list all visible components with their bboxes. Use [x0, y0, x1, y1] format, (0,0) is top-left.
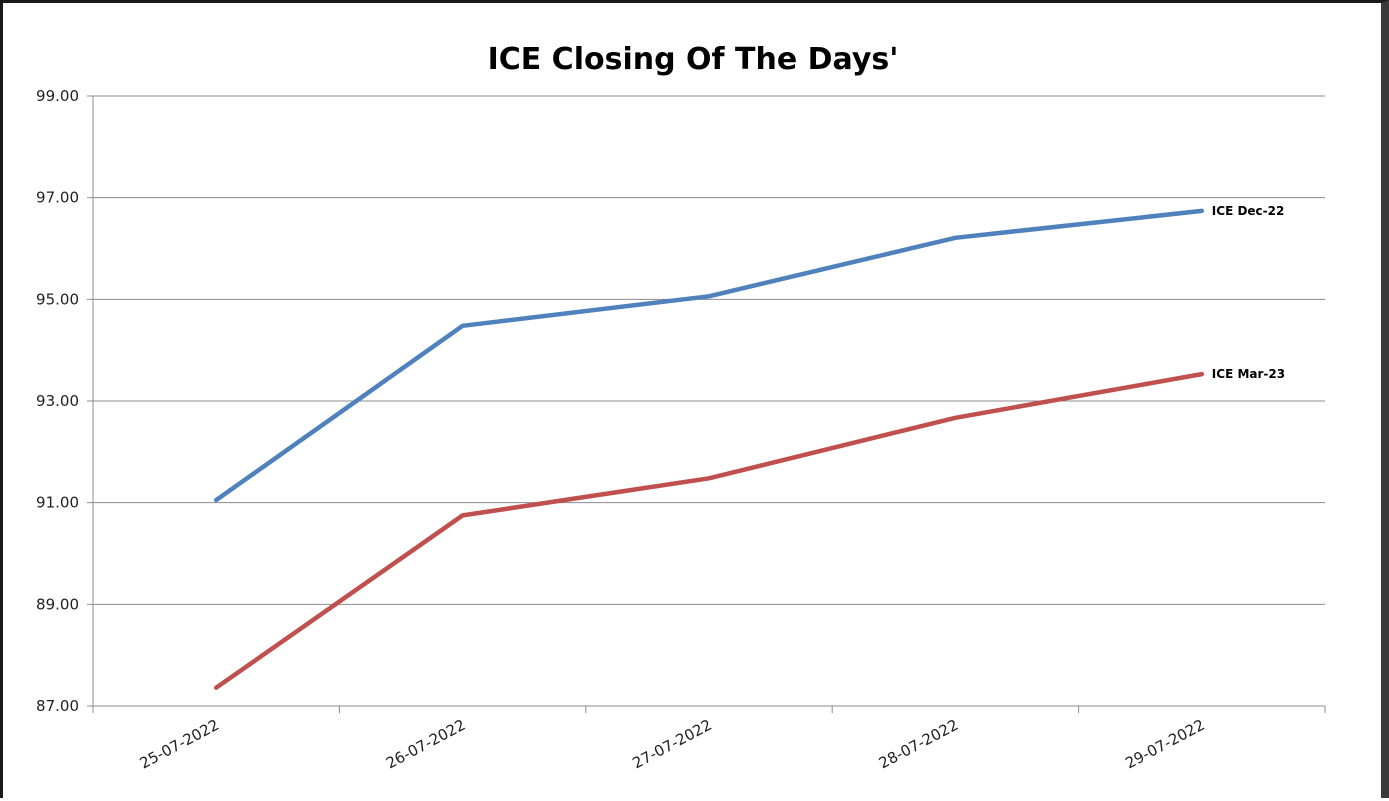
y-tick-label: 89.00 [36, 595, 79, 613]
x-tick-label: 25-07-2022 [137, 716, 222, 773]
series-line-1 [213, 208, 1205, 503]
x-tick-label: 29-07-2022 [1122, 716, 1207, 773]
y-tick-label: 93.00 [36, 392, 79, 410]
y-tick-label: 97.00 [36, 189, 79, 207]
series-line-2 [213, 371, 1205, 690]
series-label-2: ICE Mar-23 [1212, 367, 1285, 381]
y-tick-label: 87.00 [36, 697, 79, 715]
x-axis-ticks: 25-07-2022 26-07-2022 27-07-2022 28-07-2022… [137, 716, 1208, 773]
series-label-1: ICE Dec-22 [1212, 204, 1285, 218]
y-tick-label: 99.00 [36, 87, 79, 105]
x-tick-label: 26-07-2022 [383, 716, 468, 773]
gridlines [93, 95, 1325, 707]
x-tick-label: 28-07-2022 [876, 716, 961, 773]
series-lines [213, 208, 1205, 690]
line-chart: ICE Closing Of The Days' 87.00 89.00 91.00… [36, 42, 1326, 773]
x-tick-label: 27-07-2022 [629, 716, 714, 773]
y-axis-ticks: 87.00 89.00 91.00 93.00 95.00 97.00 99.00 [36, 87, 79, 715]
axes [87, 95, 1326, 713]
y-tick-label: 91.00 [36, 494, 79, 512]
series-labels: ICE Dec-22 ICE Mar-23 [1212, 204, 1285, 381]
chart-title: ICE Closing Of The Days' [488, 42, 899, 77]
y-tick-label: 95.00 [36, 290, 79, 308]
